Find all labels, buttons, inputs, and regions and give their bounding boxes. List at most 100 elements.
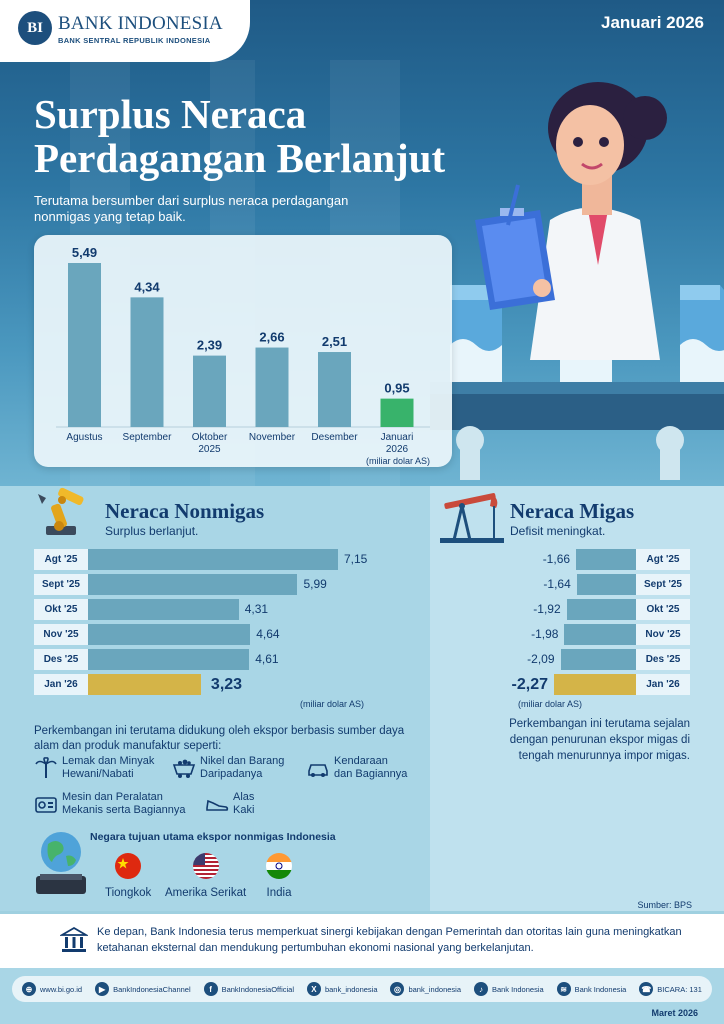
- chart-bar: [88, 674, 201, 695]
- shoe-icon: [206, 799, 229, 811]
- product-item: Mesin dan Peralatan Mekanis serta Bagiann…: [34, 791, 186, 817]
- social-link[interactable]: ◎ bank_indonesia: [390, 982, 461, 996]
- chart-tick-label: 2026: [386, 444, 409, 455]
- nonmigas-subtitle: Surplus berlanjut.: [105, 524, 199, 538]
- bar-category-label: Agt '25: [636, 549, 690, 570]
- page-title: Surplus Neraca Perdagangan Berlanjut: [34, 92, 445, 180]
- social-link-label: www.bi.go.id: [40, 984, 83, 994]
- chart-data-label: 2,66: [259, 330, 284, 345]
- chart-data-label: 5,49: [72, 245, 97, 260]
- outlook-text: Ke depan, Bank Indonesia terus memperkua…: [97, 926, 682, 954]
- robot-arm-icon: [38, 487, 84, 535]
- bank-building-icon: [60, 926, 88, 952]
- social-link[interactable]: ⊕ www.bi.go.id: [22, 982, 82, 996]
- bar-category-label: Okt '25: [636, 599, 690, 620]
- usa-flag-icon: [192, 853, 219, 879]
- chart-unit-label: (miliar dolar AS): [366, 456, 430, 466]
- social-link[interactable]: ☎ BICARA: 131: [639, 982, 702, 996]
- social-links-bar: ⊕ www.bi.go.id ▶ BankIndonesiaChannel f BankI…: [12, 976, 712, 1002]
- page-title-line: Surplus Neraca: [34, 91, 307, 137]
- social-link-label: BICARA: 131: [657, 984, 702, 994]
- social-link-label: bank_indonesia: [408, 984, 461, 994]
- chart-bar: [88, 549, 338, 570]
- chart-bar: [88, 649, 250, 670]
- migas-subtitle: Defisit meningkat.: [510, 524, 606, 538]
- bar-category-label: Sept '25: [34, 574, 88, 595]
- bar-category-label: Okt '25: [34, 599, 88, 620]
- car-icon: [308, 764, 328, 777]
- social-link[interactable]: f BankIndonesiaOfficial: [203, 982, 294, 996]
- chart-bar: [68, 263, 101, 427]
- chart-bar: [88, 624, 251, 645]
- chart-bar: [380, 398, 414, 427]
- data-source: Sumber: BPS: [637, 900, 692, 910]
- migas-unit-note: (miliar dolar AS): [518, 699, 583, 709]
- chart-data-label: 2,51: [322, 334, 347, 349]
- migas-description: Perkembangan ini terutama sejalan dengan…: [509, 718, 690, 762]
- bar-category-label: Jan '26: [636, 674, 690, 695]
- trade-balance-chart-card: 5,49 Agustus 4,34 September 2,39 Oktober 2025 2…: [34, 235, 452, 467]
- product-item: Kendaraan dan Bagiannya: [306, 755, 407, 781]
- chart-tick-label: 2025: [198, 444, 221, 455]
- globe-icon: ⊕: [22, 982, 36, 996]
- milk-carton-icon: [680, 285, 724, 382]
- destination-label: Tiongkok: [105, 887, 152, 899]
- chart-data-label: -1,98: [531, 627, 559, 641]
- chart-data-label: 5,99: [303, 577, 327, 591]
- chart-data-label: 3,23: [210, 676, 243, 693]
- social-link-label: Bank Indonesia: [574, 984, 627, 994]
- chart-bar: [130, 297, 164, 427]
- chart-bar: [88, 574, 298, 595]
- social-link-label: BankIndonesiaChannel: [113, 984, 191, 994]
- chart-data-label: 0,95: [384, 381, 409, 396]
- nonmigas-title: Neraca Nonmigas: [105, 499, 265, 523]
- logo-title: BANK INDONESIA: [58, 13, 223, 34]
- youtube-icon: ▶: [95, 982, 110, 996]
- nonmigas-description: Perkembangan ini terutama didukung oleh …: [34, 725, 405, 752]
- milk-carton-icon: [450, 285, 502, 382]
- product-item: Nikel dan Barang Daripadanya: [172, 755, 284, 781]
- bar-category-label: Jan '26: [34, 674, 88, 695]
- release-date: Maret 2026: [651, 1008, 698, 1018]
- chart-data-label: 4,31: [244, 602, 269, 616]
- social-link-label: BankIndonesiaOfficial: [221, 984, 294, 994]
- social-link-label: Bank Indonesia: [491, 984, 544, 994]
- product-label: Mesin dan Peralatan Mekanis serta Bagiann…: [62, 791, 186, 816]
- chart-tick-label: Agustus: [66, 432, 102, 443]
- destination-item: India: [266, 853, 292, 901]
- palm-tree-icon: [35, 757, 57, 778]
- social-link[interactable]: ▶ BankIndonesiaChannel: [95, 982, 191, 996]
- bar-category-label: Nov '25: [636, 624, 690, 645]
- destinations-title: Negara tujuan utama ekspor nonmigas Indo…: [90, 831, 336, 843]
- spotify-icon: ≋: [556, 982, 571, 996]
- bar-category-label: Des '25: [636, 649, 690, 670]
- logo-bar: BI BANK INDONESIA BANK SENTRAL REPUBLIK …: [0, 0, 250, 62]
- chart-bar: [560, 649, 636, 670]
- chart-bar: [318, 352, 351, 427]
- destination-item: Tiongkok: [105, 853, 151, 901]
- facebook-icon: f: [203, 982, 218, 996]
- globe-icon: [36, 832, 86, 894]
- chart-data-label: -1,64: [543, 577, 571, 591]
- logo-subtitle: BANK SENTRAL REPUBLIK INDONESIA: [58, 36, 211, 45]
- chart-data-label: 4,64: [256, 627, 280, 641]
- chart-data-label: 4,61: [255, 652, 279, 666]
- scientist-illustration: [430, 82, 724, 480]
- social-link[interactable]: ≋ Bank Indonesia: [556, 982, 627, 996]
- machine-icon: [35, 797, 57, 813]
- destination-item: Amerika Serikat: [165, 853, 246, 901]
- social-link[interactable]: ♪ Bank Indonesia: [473, 982, 544, 996]
- bank-indonesia-logo-icon: BI: [18, 11, 52, 45]
- chart-bar: [88, 599, 239, 620]
- chart-data-label: 7,15: [344, 552, 368, 566]
- page-subtitle: Terutama bersumber dari surplus neraca p…: [34, 193, 349, 224]
- destination-label: India: [266, 887, 292, 899]
- chart-data-label: 2,39: [197, 338, 222, 353]
- report-period: Januari 2026: [600, 13, 704, 32]
- chart-data-label: -2,09: [527, 652, 555, 666]
- chart-tick-label: Oktober: [192, 432, 228, 443]
- chart-bar: [554, 674, 636, 695]
- chart-tick-label: November: [249, 432, 296, 443]
